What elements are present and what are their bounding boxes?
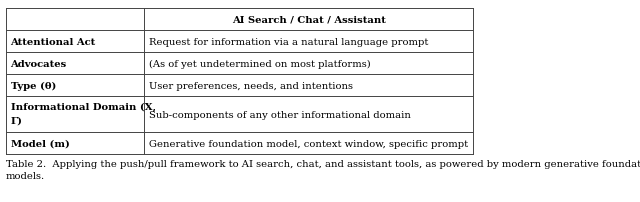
Text: Request for information via a natural language prompt: Request for information via a natural la… [148,37,428,46]
Text: User preferences, needs, and intentions: User preferences, needs, and intentions [148,81,353,90]
Text: Attentional Act: Attentional Act [10,37,96,46]
Text: Advocates: Advocates [10,59,67,68]
Text: Model (m): Model (m) [10,139,69,148]
Text: (As of yet undetermined on most platforms): (As of yet undetermined on most platform… [148,59,371,68]
Text: Generative foundation model, context window, specific prompt: Generative foundation model, context win… [148,139,468,148]
Text: Table 2.  Applying the push/pull framework to AI search, chat, and assistant too: Table 2. Applying the push/pull framewor… [6,160,640,180]
Text: Type (θ): Type (θ) [10,81,56,90]
Text: Γ): Γ) [10,116,22,125]
Text: Informational Domain (X,: Informational Domain (X, [10,102,156,112]
Text: Sub-components of any other informational domain: Sub-components of any other informationa… [148,110,410,119]
Text: AI Search / Chat / Assistant: AI Search / Chat / Assistant [232,16,385,24]
